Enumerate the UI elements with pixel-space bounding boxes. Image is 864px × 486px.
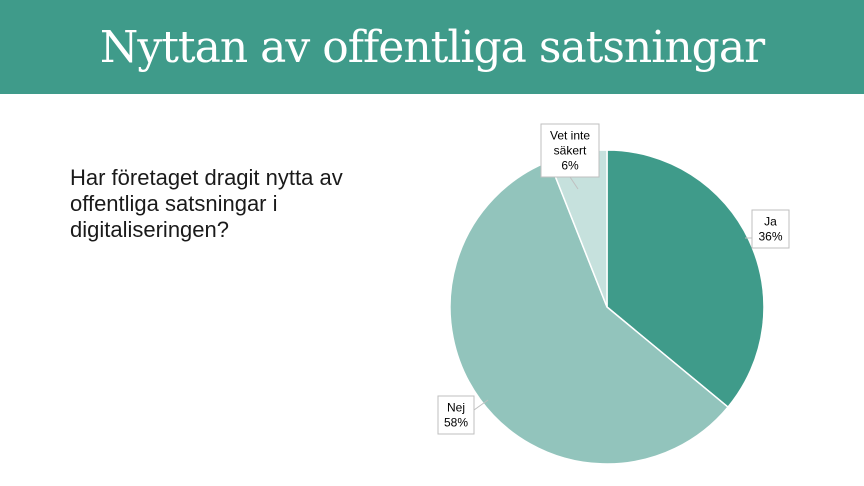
survey-question: Har företaget dragit nytta av offentliga… <box>70 165 343 242</box>
pie-slice-1 <box>449 160 730 465</box>
data-label-box <box>437 395 475 435</box>
data-label: Nej 58% <box>444 401 468 430</box>
title-banner: Nyttan av offentliga satsningar <box>0 0 864 94</box>
label-leader-line <box>473 399 489 411</box>
label-leader-line <box>569 176 579 190</box>
data-label-box <box>751 209 790 249</box>
data-label: Vet inte säkert 6% <box>550 129 590 173</box>
data-label: Ja 36% <box>758 215 782 244</box>
page-title: Nyttan av offentliga satsningar <box>99 21 765 73</box>
pie-slice-0 <box>606 149 765 409</box>
data-label-box <box>540 123 600 178</box>
